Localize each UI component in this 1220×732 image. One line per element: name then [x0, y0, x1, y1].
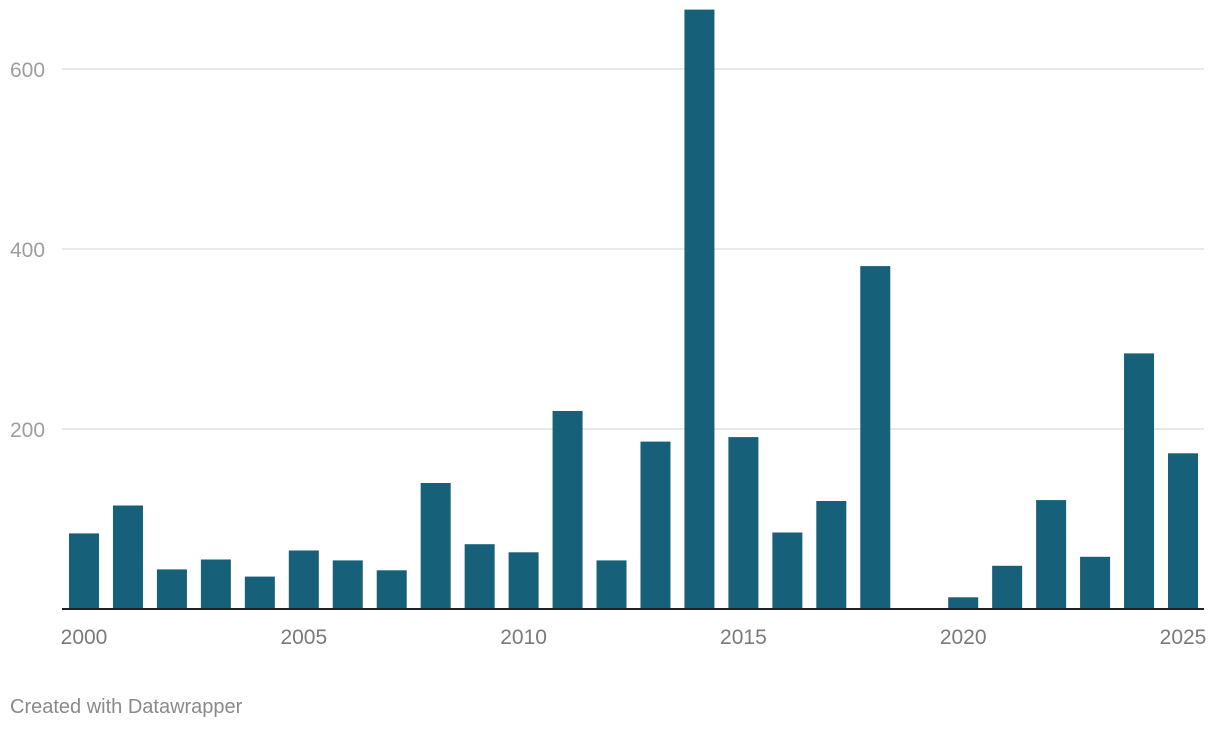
bar-2017[interactable]	[816, 501, 847, 609]
bars	[69, 9, 1198, 610]
bar-2023[interactable]	[1080, 556, 1111, 609]
bar-2005[interactable]	[288, 550, 319, 610]
bar-2007[interactable]	[376, 570, 407, 609]
bar-2021[interactable]	[992, 565, 1023, 609]
bar-2004[interactable]	[244, 576, 275, 609]
bar-2011[interactable]	[552, 411, 583, 609]
bar-2002[interactable]	[156, 569, 187, 609]
xtick-label-2010: 2010	[500, 626, 547, 649]
gridlines	[62, 68, 1204, 430]
ytick-label-600: 600	[10, 59, 45, 82]
xtick-label-2000: 2000	[61, 626, 108, 649]
bar-2015[interactable]	[728, 437, 759, 609]
bar-2018[interactable]	[860, 266, 891, 609]
bar-2013[interactable]	[640, 441, 671, 609]
bar-2024[interactable]	[1124, 353, 1155, 609]
bar-2003[interactable]	[200, 559, 231, 610]
ytick-label-200: 200	[10, 419, 45, 442]
xtick-label-2005: 2005	[280, 626, 327, 649]
bar-2006[interactable]	[332, 560, 363, 609]
axes: 200 400 600 2000 2005 2010 2015 2020 2025	[10, 59, 1206, 649]
credit-text[interactable]: Created with Datawrapper	[10, 696, 243, 718]
bar-2012[interactable]	[596, 560, 627, 609]
bar-2008[interactable]	[420, 483, 451, 609]
bar-2009[interactable]	[464, 544, 495, 609]
bar-2025[interactable]	[1168, 453, 1198, 609]
ytick-label-400: 400	[10, 239, 45, 262]
bar-2020[interactable]	[948, 597, 979, 609]
xtick-label-2015: 2015	[720, 626, 767, 649]
xtick-label-2020: 2020	[940, 626, 987, 649]
bar-2001[interactable]	[112, 505, 143, 610]
bar-2016[interactable]	[772, 532, 803, 610]
bar-2000[interactable]	[69, 533, 99, 609]
bar-2022[interactable]	[1036, 500, 1067, 609]
xtick-label-2025: 2025	[1160, 626, 1207, 649]
bar-2010[interactable]	[508, 552, 539, 609]
bar-2014[interactable]	[684, 9, 715, 610]
